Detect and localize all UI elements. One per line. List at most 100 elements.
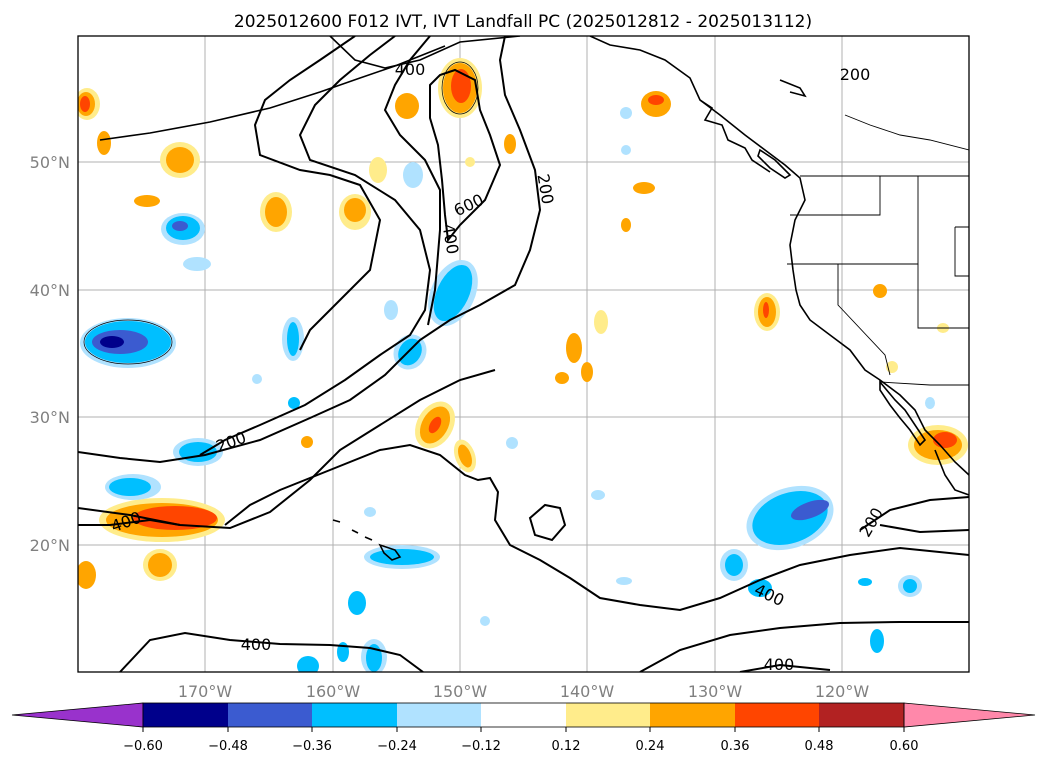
ivt-contour-200-west: [253, 36, 382, 351]
colorbar-segment: [566, 703, 650, 727]
pc-negative-blob: [870, 629, 884, 653]
pc-positive-blob: [78, 561, 96, 589]
pc-negative-blob: [591, 490, 605, 500]
contour-label: 200: [840, 65, 871, 84]
pc-positive-blob: [581, 362, 593, 382]
pc-negative-blob: [364, 545, 440, 569]
latitude-labels: 50°N 40°N 30°N 20°N: [30, 153, 70, 555]
pc-negative-blob: [297, 656, 319, 672]
colorbar-tick-labels: −0.60 −0.48 −0.36 −0.24 −0.12 0.12 0.24 …: [123, 739, 918, 754]
colorbar-tick-label: 0.24: [636, 739, 665, 754]
colorbar-ticks: [142, 727, 905, 732]
lat-tick-label: 40°N: [30, 281, 70, 300]
longitude-labels: 170°W 160°W 150°W 140°W 130°W 120°W: [178, 682, 870, 701]
colorbar-segment: [143, 703, 228, 727]
pc-negative-blob: [361, 639, 387, 672]
colorbar-tick-label: −0.60: [123, 739, 163, 754]
colorbar-tick-label: 0.12: [552, 739, 581, 754]
alaska-border: [844, 114, 969, 151]
canada-coast-inlets: [699, 99, 771, 173]
colorbar-segment: [481, 703, 566, 727]
pc-positive-blob: [754, 293, 780, 331]
pc-positive-blob: [99, 498, 225, 542]
mexico-coast: [934, 449, 969, 496]
pc-negative-blob: [282, 317, 304, 361]
pc-positive-blob: [301, 436, 313, 448]
colorbar-frame: [142, 702, 905, 728]
colorbar-tick-label: −0.36: [292, 739, 332, 754]
ivt-contour-200-loop: [528, 503, 567, 542]
pc-positive-blob: [504, 134, 516, 154]
pc-negative-blob: [746, 485, 834, 551]
map-panel: 200 200 200 200 400 400 400 400 400 600 …: [30, 35, 970, 701]
pc-negative-blob: [621, 145, 631, 155]
colorbar-segment: [819, 703, 904, 727]
pc-positive-blob: [339, 194, 371, 230]
state-border-id: [954, 226, 969, 277]
ivt-contour-400-north: [383, 36, 441, 326]
pc-shading: [78, 58, 968, 672]
lat-tick-label: 20°N: [30, 536, 70, 555]
colorbar-tick-label: −0.24: [377, 739, 417, 754]
pc-negative-blob: [364, 507, 376, 517]
contour-label: 400: [395, 60, 426, 79]
contour-label: 400: [764, 655, 795, 674]
ivt-contour-400-main: [199, 36, 432, 456]
colorbar-segment: [735, 703, 819, 727]
pc-negative-blob: [252, 374, 262, 384]
pc-positive-blob: [415, 401, 455, 449]
pc-negative-blob: [80, 318, 176, 368]
pc-positive-blob: [641, 91, 671, 117]
pc-negative-blob: [506, 437, 518, 449]
pc-positive-blob: [78, 88, 100, 120]
pc-negative-blob: [348, 591, 366, 615]
colorbar-tick-label: 0.60: [890, 739, 919, 754]
colorbar-extend-low: [11, 702, 144, 728]
colorbar-tick-label: −0.48: [208, 739, 248, 754]
map-background: [78, 36, 969, 672]
lon-tick-label: 160°W: [306, 682, 361, 701]
colorbar-segment: [650, 703, 735, 727]
pc-negative-blob: [925, 397, 935, 409]
pc-positive-blob: [555, 372, 569, 384]
colorbar: −0.60 −0.48 −0.36 −0.24 −0.12 0.12 0.24 …: [11, 702, 1036, 754]
colorbar-extend-high: [903, 702, 1036, 728]
lat-tick-label: 50°N: [30, 153, 70, 172]
gridlines: [78, 36, 969, 672]
pc-positive-blob: [438, 58, 482, 118]
great-lakes-fragment: [779, 79, 807, 98]
lon-tick-label: 140°W: [560, 682, 615, 701]
pc-negative-blob: [403, 162, 423, 188]
pc-positive-blob: [453, 439, 477, 473]
figure-title: 2025012600 F012 IVT, IVT Landfall PC (20…: [234, 12, 812, 32]
pc-positive-blob: [134, 195, 160, 207]
state-border-az-mexico: [879, 381, 969, 386]
lon-tick-label: 120°W: [815, 682, 870, 701]
baja-california: [879, 379, 927, 447]
pc-negative-blob: [105, 474, 161, 500]
ivt-contour-400-bottom: [119, 631, 424, 672]
pc-positive-blob: [97, 131, 111, 155]
colorbar-tick-label: 0.36: [721, 739, 750, 754]
colorbar-segment: [228, 703, 312, 727]
lon-tick-label: 170°W: [178, 682, 233, 701]
pc-negative-blob: [480, 616, 490, 626]
political-borders: [787, 114, 969, 386]
pc-negative-blob: [161, 213, 205, 245]
lon-tick-label: 130°W: [688, 682, 743, 701]
pc-negative-blob: [428, 259, 478, 327]
ivt-contour-200-main: [78, 36, 542, 464]
pc-positive-blob: [143, 549, 177, 581]
ivt-contour-200-east: [859, 496, 969, 534]
pc-negative-blob: [621, 218, 631, 232]
north-america-coast: [589, 36, 969, 476]
pc-positive-blob: [633, 182, 655, 194]
lat-tick-label: 30°N: [30, 408, 70, 427]
pc-negative-blob: [288, 397, 300, 409]
pc-negative-blob: [858, 578, 872, 586]
state-border-ca-nv: [837, 264, 891, 376]
pc-negative-blob: [898, 575, 922, 597]
alaska-coast: [329, 36, 521, 69]
ivt-contours: [78, 36, 969, 672]
pc-negative-blob: [720, 549, 748, 581]
